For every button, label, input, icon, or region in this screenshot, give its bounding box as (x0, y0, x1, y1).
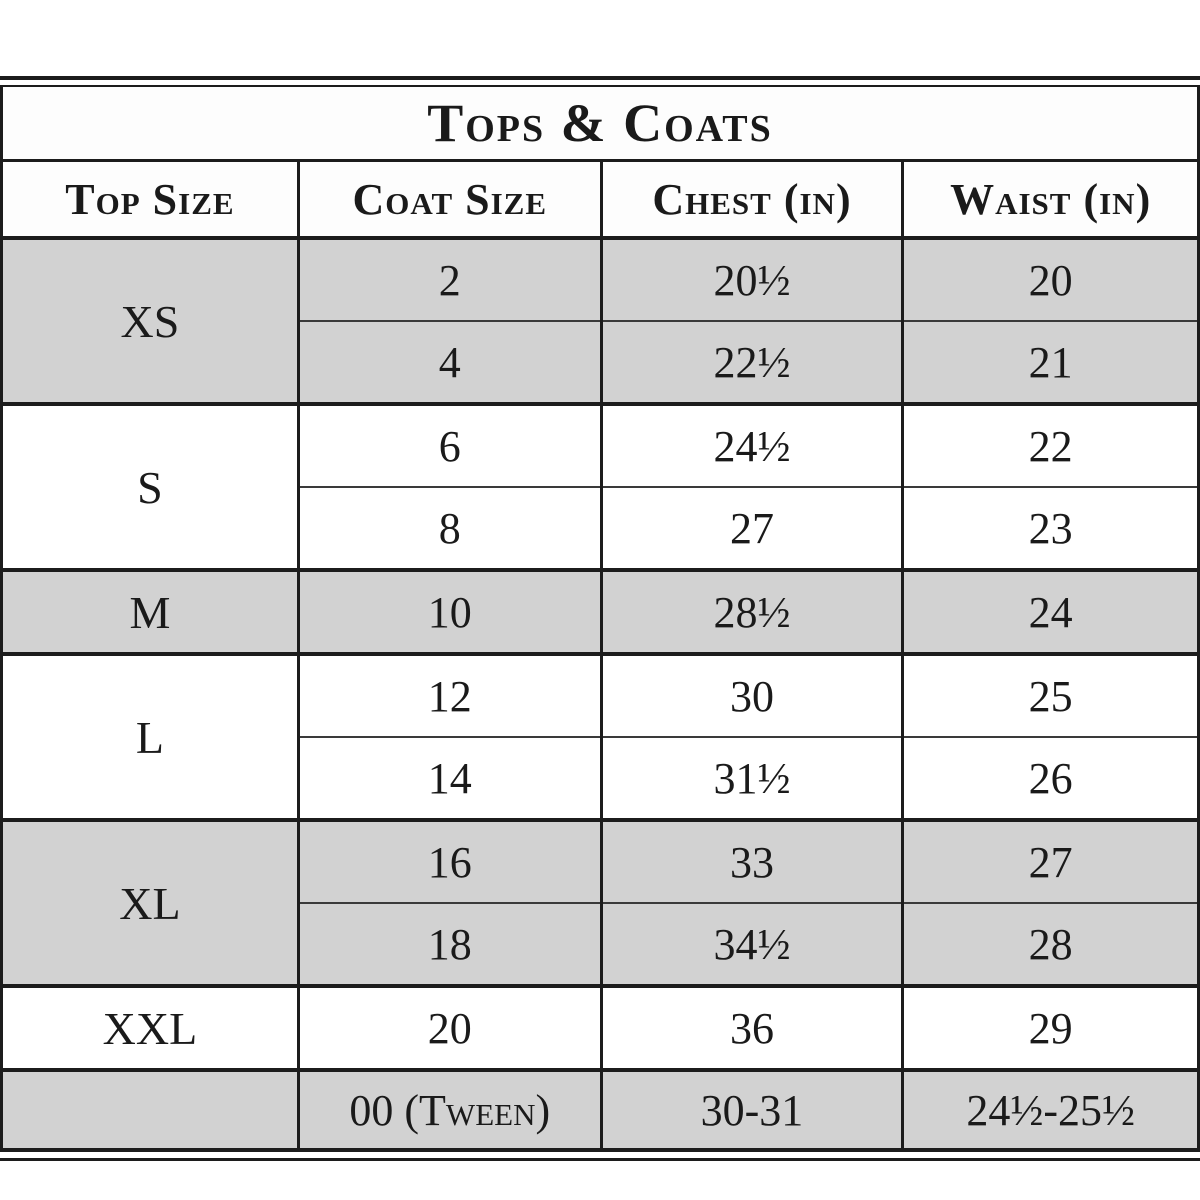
chest-cell: 30-31 (599, 1068, 905, 1150)
coat-size-cell: 14 (296, 736, 603, 820)
table-row: 14 31½ 26 (2, 736, 1200, 820)
column-header-waist: Waist (in) (901, 160, 1200, 238)
coat-size-cell: 2 (296, 236, 603, 321)
table-row: Top Size Coat Size Chest (in) Waist (in) (0, 160, 1200, 238)
chest-cell: 30 (599, 652, 905, 737)
top-size-cell: XS (0, 236, 300, 404)
table-row: XXL 20 36 29 (0, 984, 1200, 1070)
table-row: Tops & Coats (0, 86, 1200, 162)
column-header-chest: Chest (in) (599, 160, 905, 238)
chest-cell: 34½ (599, 902, 905, 986)
waist-cell: 21 (901, 320, 1200, 404)
top-size-cell: M (0, 568, 300, 654)
table-row: S 6 24½ 22 (0, 402, 1200, 570)
coat-size-cell: 8 (296, 486, 603, 570)
table-row: L 12 30 25 (0, 652, 1200, 820)
waist-cell: 25 (901, 652, 1200, 737)
table-row: XL 16 33 27 (0, 818, 1200, 986)
chest-cell: 24½ (599, 402, 905, 487)
chart-title: Tops & Coats (0, 86, 1200, 162)
top-size-cell (0, 1068, 300, 1150)
table-row: XS 2 20½ 20 (0, 236, 1200, 404)
coat-size-cell: 00 (Tween) (296, 1068, 603, 1150)
table-row: M 10 28½ 24 (0, 568, 1200, 654)
coat-size-cell: 16 (296, 818, 603, 903)
waist-cell: 29 (901, 984, 1200, 1070)
waist-cell: 22 (901, 402, 1200, 487)
top-size-cell: L (0, 652, 300, 820)
top-size-cell: XXL (0, 984, 300, 1070)
table-row: 4 22½ 21 (2, 320, 1200, 404)
table-row: 00 (Tween) 30-31 24½-25½ (0, 1068, 1200, 1150)
chest-cell: 27 (599, 486, 905, 570)
chest-cell: 33 (599, 818, 905, 903)
chest-cell: 28½ (599, 568, 905, 654)
chest-cell: 36 (599, 984, 905, 1070)
coat-size-cell: 12 (296, 652, 603, 737)
coat-size-cell: 6 (296, 402, 603, 487)
waist-cell: 20 (901, 236, 1200, 321)
waist-cell: 24½-25½ (901, 1068, 1200, 1150)
top-size-cell: S (0, 402, 300, 570)
chest-cell: 20½ (599, 236, 905, 321)
waist-cell: 24 (901, 568, 1200, 654)
waist-cell: 28 (901, 902, 1200, 986)
waist-cell: 27 (901, 818, 1200, 903)
coat-size-cell: 20 (296, 984, 603, 1070)
waist-cell: 26 (901, 736, 1200, 820)
waist-cell: 23 (901, 486, 1200, 570)
coat-size-cell: 10 (296, 568, 603, 654)
top-size-cell: XL (0, 818, 300, 986)
coat-size-cell: 18 (296, 902, 603, 986)
table-row: 8 27 23 (2, 486, 1200, 570)
size-chart-frame: Tops & Coats Top Size Coat Size Chest (i… (0, 76, 1200, 1161)
coat-size-cell: 4 (296, 320, 603, 404)
size-chart-table: Tops & Coats Top Size Coat Size Chest (i… (0, 85, 1200, 1152)
chest-cell: 22½ (599, 320, 905, 404)
column-header-coat-size: Coat Size (296, 160, 603, 238)
chest-cell: 31½ (599, 736, 905, 820)
column-header-top-size: Top Size (0, 160, 300, 238)
table-row: 18 34½ 28 (2, 902, 1200, 986)
